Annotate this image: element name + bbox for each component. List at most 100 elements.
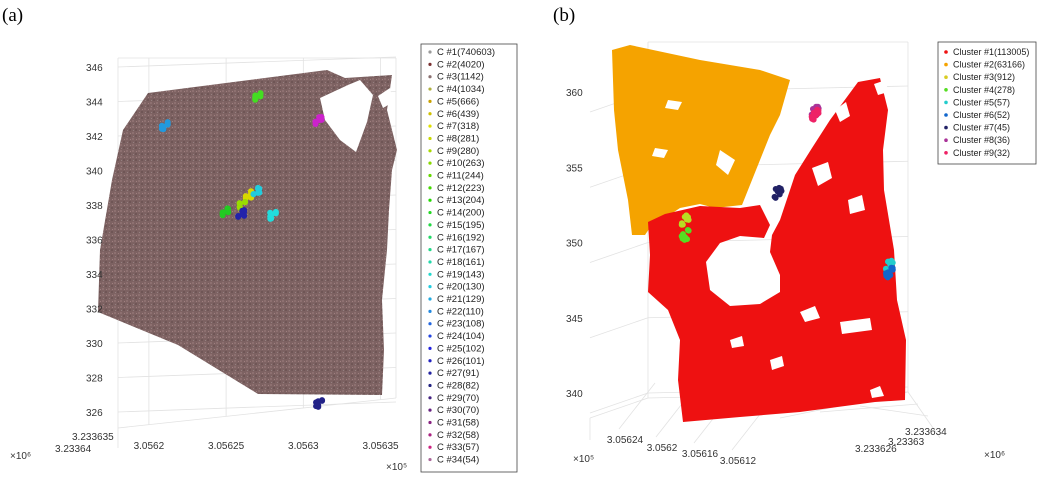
panel-b-hole [770,356,784,370]
z-tick-label: 345 [566,314,583,325]
legend-entry: Cluster #8(36) [944,135,1010,145]
legend-marker [428,309,432,313]
legend-entry: Cluster #6(52) [944,110,1010,120]
x-tick-label: 3.05616 [682,449,719,460]
z-tick-label: 350 [566,239,583,250]
legend-label: Cluster #3(912) [953,72,1015,82]
cluster-blob-32 [312,114,325,127]
cluster-point [808,113,815,120]
legend-entry: C #8(281) [428,133,479,144]
legend-label: Cluster #6(52) [953,110,1010,120]
legend-entry: C #22(110) [428,306,484,317]
z-tick-label: 340 [566,389,583,400]
grid-line [117,397,397,429]
legend-marker [944,88,948,92]
x-tick-label: 3.0562 [647,443,678,454]
legend-label: C #30(70) [437,405,479,416]
cluster-point [814,106,821,113]
cluster-blob-12 [219,205,232,219]
panel-a-hole [320,80,373,152]
cluster-blob-19 [267,208,279,222]
y-tick-label: 3.23364 [55,444,92,455]
legend-entry: C #33(57) [428,442,479,453]
legend-marker [428,408,432,412]
legend-entry: C #19(143) [428,269,485,280]
legend-marker [944,100,948,105]
legend-entry: Cluster #2(63166) [944,60,1025,70]
panel-b-x-multiplier: ×10⁵ [573,454,594,465]
panel-b-hole [870,386,884,398]
cluster-point [889,266,896,273]
cluster-blob-27 [313,397,326,410]
legend-label: C #3(1142) [437,72,484,83]
legend-entry: C #11(244) [428,171,484,182]
panel-a-label: (a) [2,5,23,26]
panel-a-legend: C #1(740603)C #2(4020) C #3(1142)C #4(103… [428,47,495,466]
legend-label: C #19(143) [437,269,485,280]
cluster-blob-3 [678,212,692,228]
cluster-blob-7 [771,184,785,201]
legend-entry: C #12(223) [428,183,485,194]
legend-entry: Cluster #7(45) [944,123,1010,133]
panel-a-y-multiplier: ×10⁶ [10,451,31,462]
legend-entry: C #9(280) [428,146,479,157]
cluster-point [313,403,320,410]
cluster-point [884,274,891,281]
legend-entry: Cluster #5(57) [944,97,1010,107]
cluster-point [312,118,319,125]
legend-label: C #26(101) [437,356,485,367]
panel-b-legend-box [937,41,1037,165]
legend-entry: C #21(129) [428,294,485,305]
legend-entry: C #6(439) [428,109,479,120]
x-tick-label: 3.05635 [362,441,399,452]
legend-entry: Cluster #4(278) [944,85,1015,95]
y-tick-label: 3.233634 [905,427,947,438]
legend-marker [428,383,432,388]
legend-marker [428,75,432,79]
legend-label: C #21(129) [437,294,485,305]
cluster-point [267,215,274,222]
legend-entry: Cluster #9(32) [944,148,1010,158]
grid-line [589,242,649,263]
cluster-point [257,90,264,97]
legend-label: C #33(57) [437,442,479,453]
legend-label: Cluster #7(45) [953,123,1010,133]
cluster-point [776,191,783,198]
legend-marker [428,371,432,375]
cluster-point [679,231,686,238]
legend-marker [428,272,432,276]
panel-b-z-ticks: 340 345 350 355 360 [566,88,583,400]
legend-entry: C #13(204) [428,195,485,206]
cluster-blob-20 [250,184,263,198]
x-tick-label: 3.0562 [134,441,165,452]
legend-label: C #5(666) [437,96,479,107]
legend-marker [428,198,432,202]
cluster-point [272,208,279,215]
legend-label: C #7(318) [437,121,479,132]
legend-label: C #24(104) [437,331,485,342]
cluster-blob-9 [808,106,822,123]
panel-b-cluster-1-cloud [648,78,906,422]
legend-marker [428,223,432,227]
legend-entry: C #7(318) [428,121,479,132]
cluster-blob-6 [882,264,896,281]
cluster-point [885,269,892,276]
x-tick-label: 3.05625 [208,441,245,452]
legend-marker [428,124,432,128]
legend-label: C #23(108) [437,319,485,330]
grid-line [589,317,649,339]
grid-line [117,401,397,413]
legend-marker [428,420,432,425]
cluster-point [236,200,243,207]
cluster-point [888,257,895,264]
panel-b-hole [848,195,865,214]
panel-a-hole-2 [378,88,393,108]
legend-label: C #2(4020) [437,59,485,70]
panel-b-hole [800,306,820,322]
legend-label: C #12(223) [437,183,485,194]
cluster-point [158,125,165,132]
legend-label: Cluster #2(63166) [953,60,1025,70]
legend-entry: C #18(161) [428,257,485,268]
